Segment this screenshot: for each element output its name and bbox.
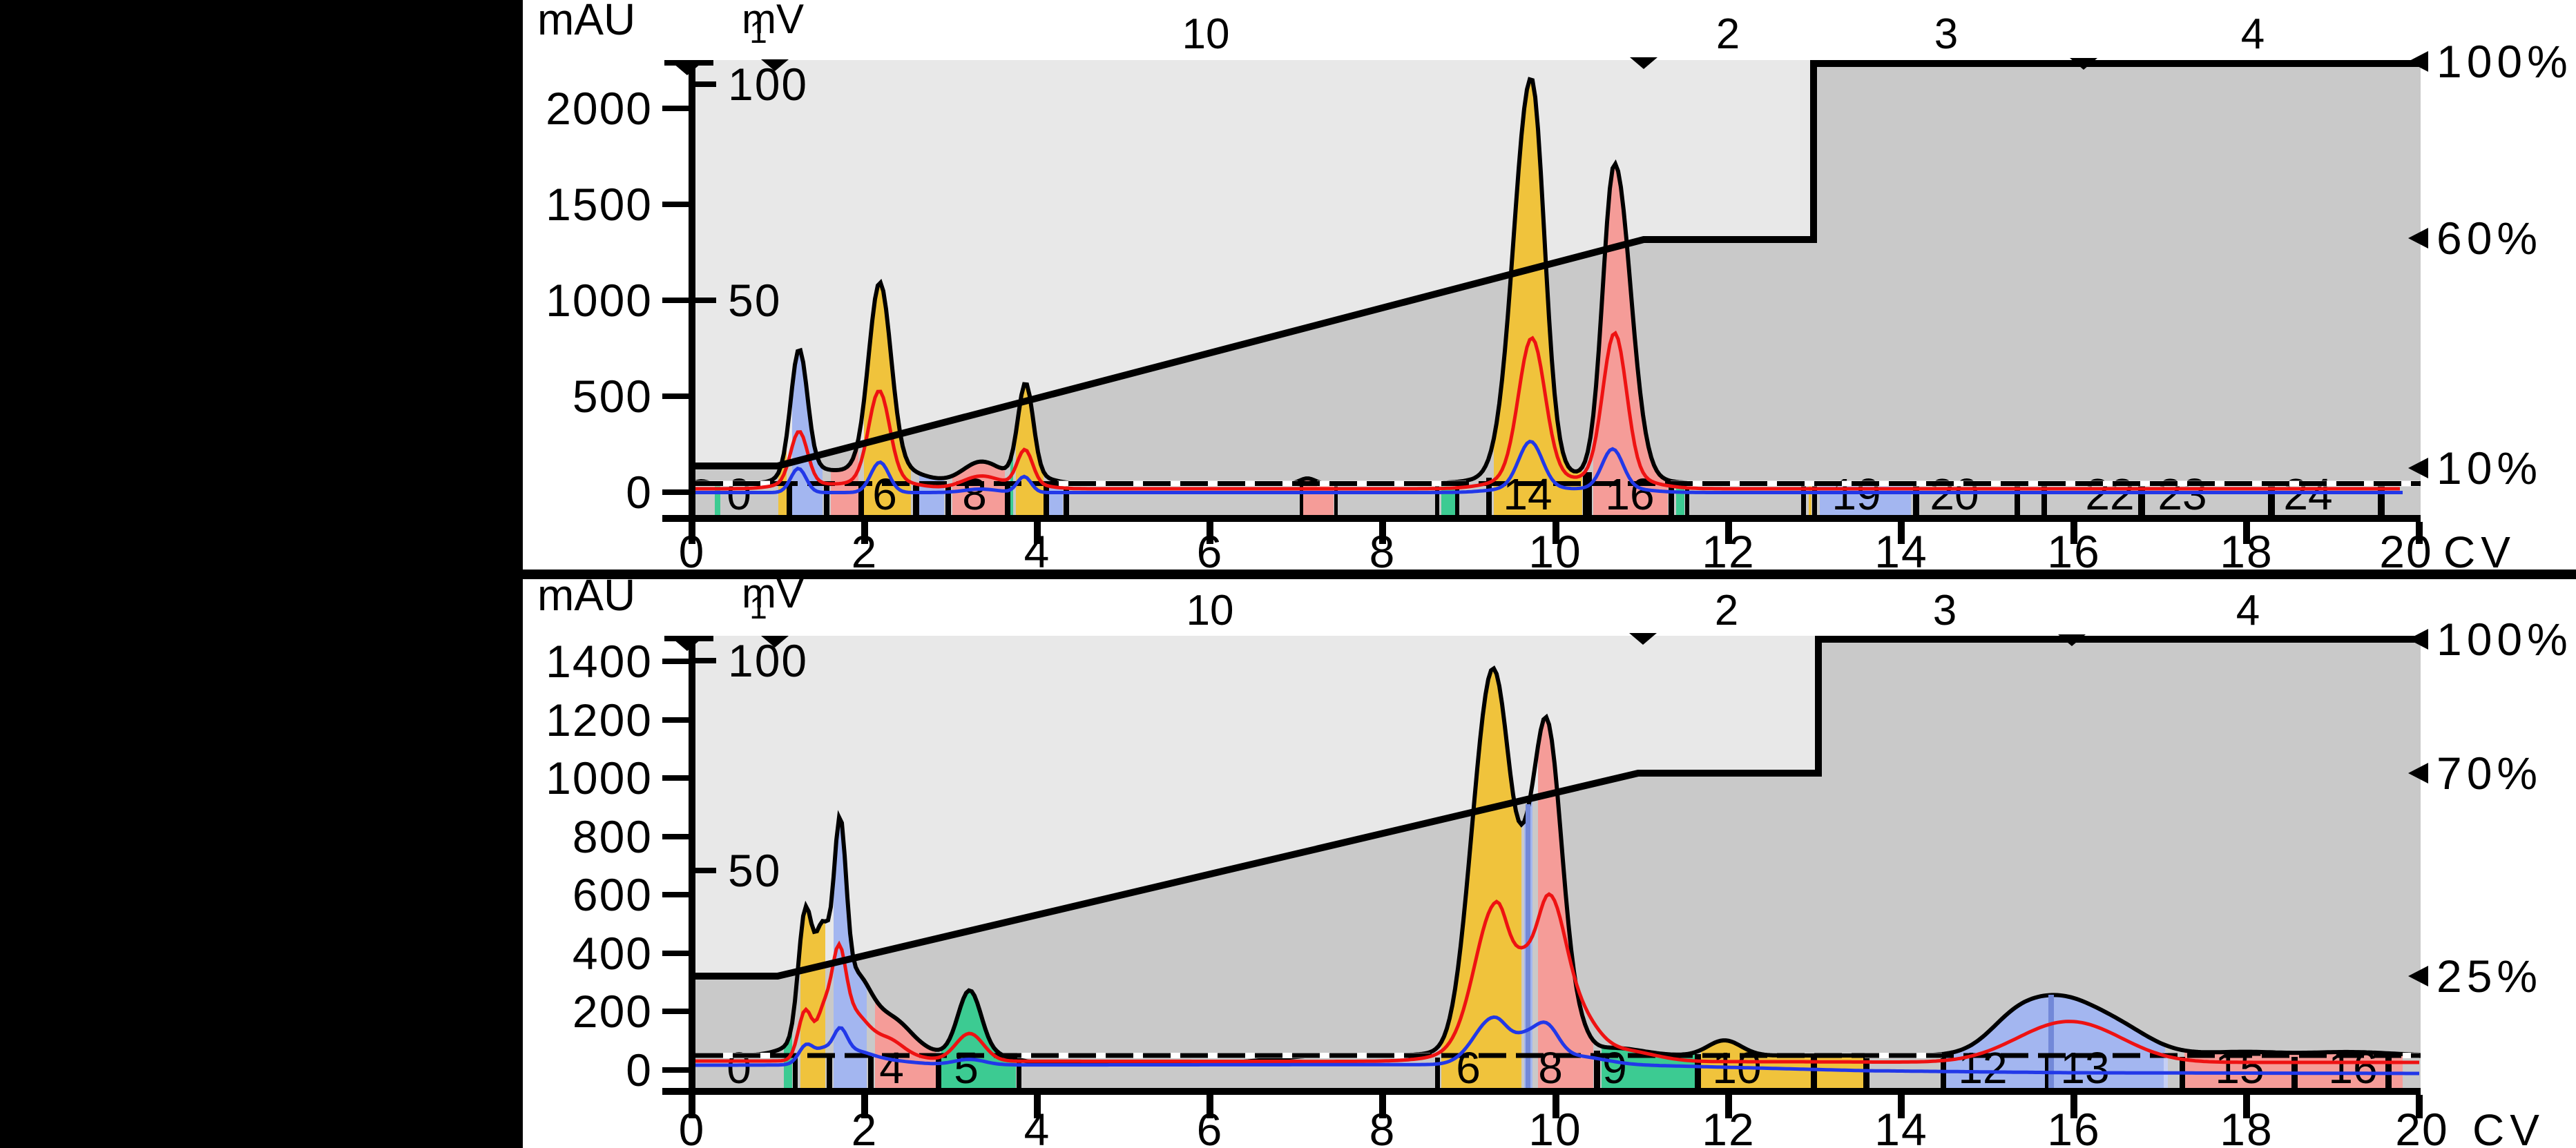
svg-text:2: 2 [852, 1104, 878, 1148]
svg-text:6: 6 [872, 469, 897, 519]
svg-text:8: 8 [1369, 1104, 1396, 1148]
svg-text:14: 14 [1874, 1104, 1928, 1148]
svg-text:12: 12 [1958, 1043, 2007, 1093]
svg-text:1000: 1000 [546, 752, 653, 804]
svg-text:CV: CV [2443, 527, 2516, 577]
svg-text:1400: 1400 [546, 636, 653, 687]
svg-text:6: 6 [1197, 1104, 1224, 1148]
svg-text:2: 2 [1715, 587, 1738, 634]
svg-text:800: 800 [573, 811, 653, 862]
svg-text:0: 0 [626, 1044, 653, 1096]
svg-text:10: 10 [1186, 587, 1234, 634]
svg-text:4: 4 [879, 1043, 904, 1093]
svg-text:10: 10 [1182, 10, 1230, 58]
svg-text:3: 3 [1933, 587, 1957, 634]
svg-text:1000: 1000 [546, 275, 653, 326]
svg-text:12: 12 [1702, 1104, 1755, 1148]
svg-text:9: 9 [1602, 1043, 1627, 1093]
svg-text:60%: 60% [2436, 213, 2542, 264]
svg-text:20: 20 [2379, 526, 2432, 577]
svg-text:50: 50 [728, 845, 781, 896]
svg-text:4: 4 [2241, 10, 2265, 58]
svg-text:200: 200 [573, 986, 653, 1037]
svg-text:16: 16 [2047, 526, 2100, 577]
svg-text:2: 2 [1716, 10, 1740, 58]
svg-text:16: 16 [2047, 1104, 2100, 1148]
svg-text:6: 6 [1197, 526, 1224, 577]
svg-text:2: 2 [852, 526, 878, 577]
svg-text:16: 16 [2328, 1043, 2377, 1093]
svg-text:18: 18 [2220, 526, 2273, 577]
svg-text:0: 0 [727, 1043, 751, 1093]
svg-text:1500: 1500 [546, 179, 653, 230]
svg-text:8: 8 [1369, 526, 1396, 577]
svg-text:8: 8 [1538, 1043, 1563, 1093]
svg-text:0: 0 [679, 526, 706, 577]
svg-text:18: 18 [2220, 1104, 2273, 1148]
svg-text:50: 50 [728, 275, 781, 326]
svg-text:6: 6 [1456, 1043, 1481, 1093]
svg-text:1: 1 [749, 590, 767, 625]
svg-text:100%: 100% [2436, 614, 2573, 665]
svg-text:100%: 100% [2436, 36, 2573, 87]
svg-text:400: 400 [573, 928, 653, 979]
svg-text:70%: 70% [2436, 748, 2542, 799]
svg-text:3: 3 [1934, 10, 1958, 58]
svg-text:100: 100 [728, 635, 808, 686]
svg-text:1: 1 [749, 14, 767, 50]
svg-text:10: 10 [1528, 1104, 1582, 1148]
svg-text:20: 20 [2395, 1104, 2448, 1148]
svg-text:10%: 10% [2436, 442, 2542, 494]
svg-text:500: 500 [573, 371, 653, 422]
svg-text:2000: 2000 [546, 83, 653, 134]
svg-text:CV: CV [2472, 1105, 2545, 1148]
svg-text:10: 10 [1528, 526, 1582, 577]
svg-text:4: 4 [2236, 587, 2260, 634]
svg-text:13: 13 [2060, 1043, 2109, 1093]
svg-text:14: 14 [1874, 526, 1928, 577]
svg-text:25%: 25% [2436, 951, 2542, 1002]
svg-text:mV: mV [742, 0, 804, 42]
svg-text:4: 4 [1024, 1104, 1051, 1148]
svg-text:15: 15 [2215, 1043, 2264, 1093]
svg-text:1200: 1200 [546, 694, 653, 746]
svg-text:0: 0 [679, 1104, 706, 1148]
svg-text:4: 4 [1024, 526, 1051, 577]
svg-text:0: 0 [626, 467, 653, 518]
svg-text:12: 12 [1702, 526, 1755, 577]
svg-text:100: 100 [728, 59, 808, 110]
svg-text:5: 5 [954, 1043, 979, 1093]
svg-text:mAU: mAU [537, 0, 635, 44]
svg-text:600: 600 [573, 869, 653, 920]
